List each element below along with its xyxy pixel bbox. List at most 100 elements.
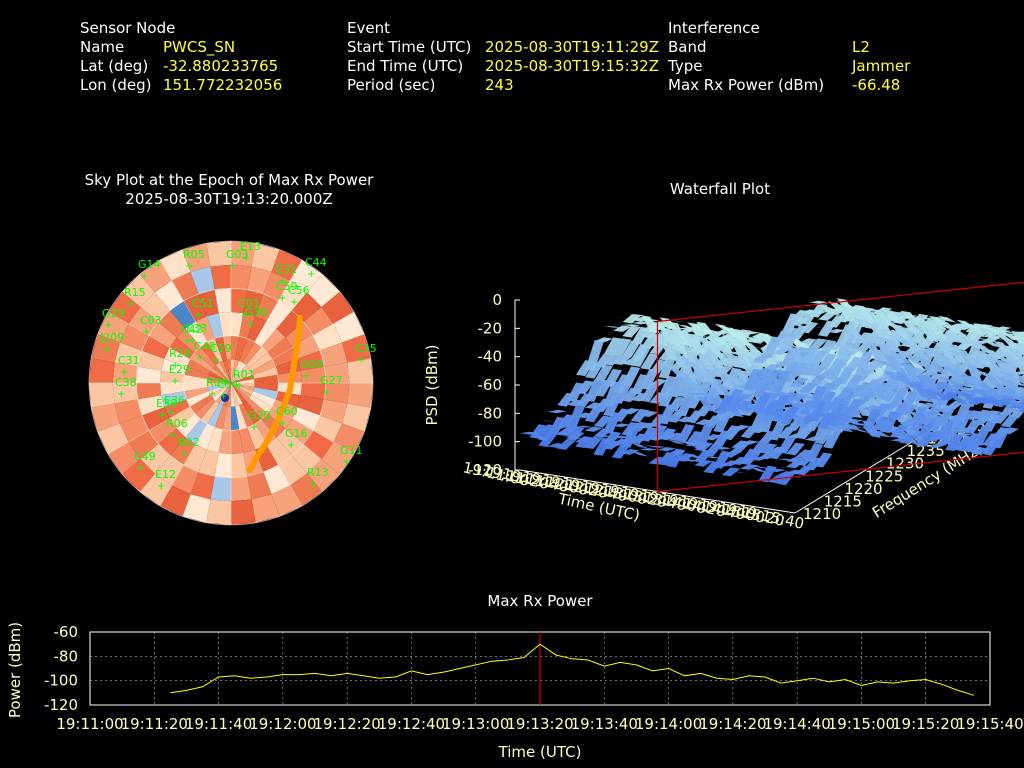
waterfall-cell [1021,388,1024,393]
waterfall-cell [929,321,948,342]
waterfall-cell [808,338,828,350]
sky-cell [164,347,190,367]
waterfall-cell [786,456,805,463]
sky-cell [320,399,348,424]
satellite-label: R01 [233,368,255,381]
satellite-marker: + [219,391,227,402]
waterfall-cell [777,426,796,439]
sky-cell [263,271,291,301]
sky-cell [261,328,286,353]
waterfall-cell [945,434,964,452]
satellite-marker: + [140,271,148,282]
waterfall-cell [936,405,955,413]
satellite-marker: + [188,335,196,346]
sky-spoke [159,259,208,343]
waterfall-cell [622,358,641,366]
sky-cell [231,383,247,404]
satellite-label: G29 [102,307,125,320]
waterfall-cell [818,311,837,321]
line-x-tick-label: 19:15:40 [956,715,1023,733]
sky-cell [210,264,231,290]
line-x-tick-label: 19:15:20 [892,715,959,733]
waterfall-cell [667,432,686,441]
waterfall-cell [836,331,855,360]
waterfall-cell [677,324,697,330]
satellite-label: E13 [240,240,261,253]
waterfall-cell [584,436,603,449]
satellite-label: C59 [276,280,298,293]
sky-cell [160,370,185,383]
sky-cell [142,335,170,359]
waterfall-cell [733,345,752,367]
satellite-marker: + [278,293,286,304]
maxrx-title: Max Rx Power [487,592,593,610]
waterfall-cell [781,346,800,367]
satellite-label: R15 [124,286,146,299]
sky-cell [292,335,320,359]
waterfall-cell [547,443,566,448]
line-x-tick-label: 19:12:20 [313,715,380,733]
waterfall-cell [751,336,770,344]
sky-spoke [271,311,355,360]
sky-cell [176,413,201,438]
waterfall-z-tick-label: 0 [492,291,502,309]
waterfall-cell [622,324,641,327]
satellite-label: C35 [355,342,377,355]
waterfall-cell [639,448,658,451]
sky-cell [219,360,231,383]
sky-cell [231,374,255,383]
waterfall-cell [660,340,679,361]
sky-cell [231,383,250,402]
waterfall-cell [985,400,1005,405]
satellite-label: C38 [115,376,137,389]
sky-cell [231,452,248,478]
waterfall-cell [972,425,992,446]
sky-cell [263,465,291,495]
satellite-label: C03 [140,314,162,327]
waterfall-cell [845,356,864,371]
waterfall-cell [776,471,796,486]
waterfall-cell [907,359,926,371]
sky-spoke [159,423,208,507]
sky-cell [242,342,262,365]
waterfall-cell [974,323,994,330]
waterfall-cell [1013,410,1024,412]
sky-cell [185,419,208,445]
waterfall-cell [965,334,985,337]
waterfall-cell [910,328,930,347]
waterfall-cell [938,339,957,365]
waterfall-cell [993,332,1012,341]
sky-cell [184,387,209,400]
waterfall-cell [919,324,939,343]
waterfall-cell [954,427,973,434]
waterfall-cell [631,344,650,360]
sky-cell [246,398,268,420]
waterfall-cell [622,340,641,358]
sky-cell [139,473,172,506]
sky-cell [194,398,216,420]
sky-cell [231,383,254,395]
waterfall-cell [723,336,743,348]
satellite-label: G30 [245,306,268,319]
waterfall-cell [621,422,640,436]
waterfall-cell [899,418,918,426]
waterfall-cell [854,382,873,398]
sky-cell [190,394,213,414]
waterfall-cell [557,392,576,407]
sky-cell [186,359,211,375]
waterfall-cell [1011,330,1024,348]
sky-cell [247,266,272,294]
sky-cell [149,322,177,348]
sky-spoke [254,423,303,507]
waterfall-z-tick-label: -60 [478,376,503,394]
waterfall-cell [939,392,959,401]
interference-type-label: Type [668,57,703,75]
waterfall-cell [902,381,922,390]
waterfall-cell [912,380,931,399]
sky-cell [253,387,278,400]
sky-spoke [107,406,191,455]
satellite-marker: + [171,376,179,387]
waterfall-freq-tick-label: 1220 [844,480,882,498]
waterfall-cell [823,429,842,449]
waterfall-cell [994,402,1014,406]
